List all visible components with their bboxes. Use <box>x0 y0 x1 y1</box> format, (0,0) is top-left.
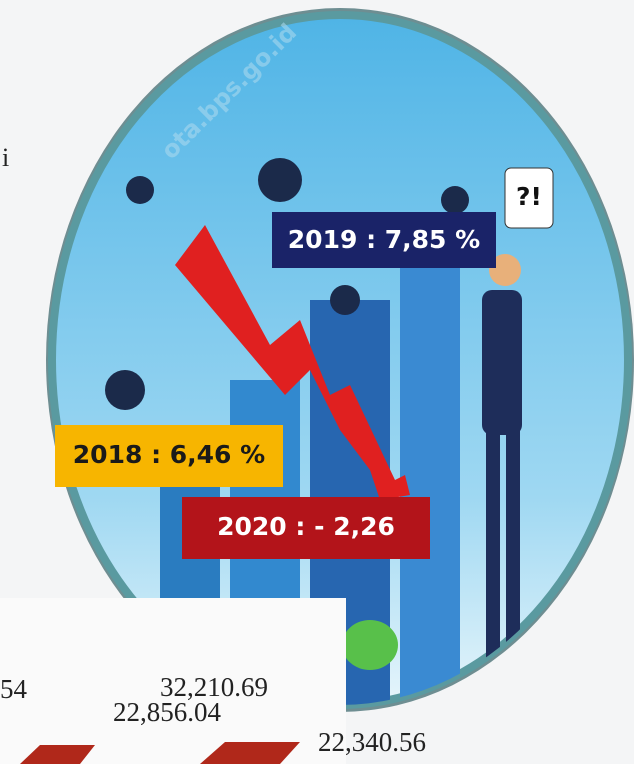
infographic: i r ota.bps.go.id ?! 2019 : 7,85 % 2018 … <box>0 0 634 764</box>
table-value: 22,340.56 <box>318 727 426 757</box>
table-value: 54 <box>0 674 28 704</box>
badge-2018-text: 2018 : 6,46 % <box>73 440 265 469</box>
badge-2020-text: 2020 : - 2,26 <box>217 512 395 541</box>
money-bag <box>342 620 398 670</box>
building <box>400 230 460 710</box>
speech-text: ?! <box>516 182 542 211</box>
table-value: 22,856.04 <box>113 697 222 727</box>
badge-2019-text: 2019 : 7,85 % <box>288 225 480 254</box>
page: i r ota.bps.go.id ?! 2019 : 7,85 % 2018 … <box>0 0 634 764</box>
side-text: i <box>2 143 9 172</box>
